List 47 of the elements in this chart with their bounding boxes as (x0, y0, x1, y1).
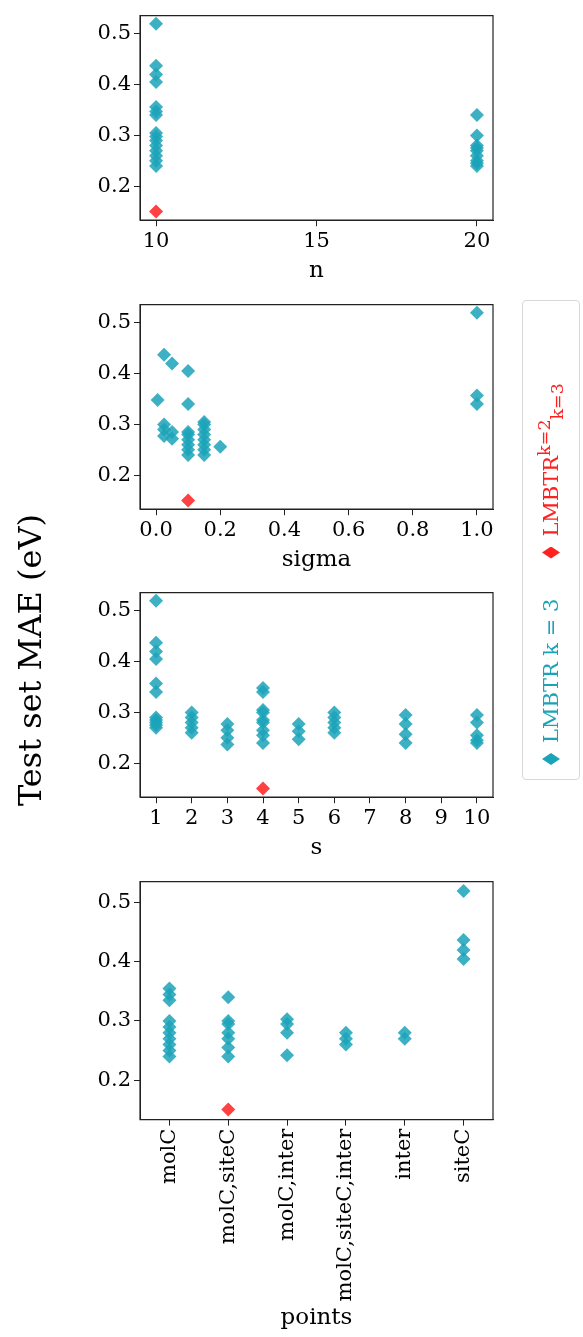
y-tick-label: 0.5 (97, 20, 131, 45)
y-tick-label: 0.2 (97, 749, 131, 774)
x-axis-title: sigma (281, 545, 352, 572)
y-tick-label: 0.2 (97, 1066, 131, 1091)
x-tick-label: 3 (220, 805, 235, 830)
y-tick-label: 0.5 (97, 597, 131, 622)
y-axis-title: Test set MAE (eV) (11, 513, 49, 807)
x-tick-label: molC,inter (273, 1127, 298, 1242)
y-tick-label: 0.4 (97, 648, 131, 673)
y-tick-label: 0.4 (97, 360, 131, 385)
x-tick-label: siteC (450, 1128, 475, 1184)
x-tick-label: 0.6 (331, 517, 366, 542)
y-tick-label: 0.5 (97, 309, 131, 334)
x-axis-title: n (309, 256, 325, 283)
text: LMBTR k = 3 (539, 598, 563, 743)
x-tick-label: 10 (142, 228, 170, 253)
y-tick-label: 0.2 (97, 461, 131, 486)
x-tick-label: 0.8 (396, 517, 430, 542)
x-tick-label: 1 (149, 805, 163, 830)
x-tick-label: molC,siteC,inter (332, 1127, 357, 1302)
x-tick-label: 2 (185, 805, 199, 830)
x-tick-label: 7 (363, 805, 377, 830)
x-axis-title: s (310, 833, 323, 860)
x-tick-label: 4 (256, 805, 270, 830)
y-tick-label: 0.2 (97, 172, 131, 197)
x-tick-label: 20 (463, 228, 491, 253)
x-tick-label: 0.0 (139, 517, 173, 542)
x-axis-title: points (280, 1303, 353, 1330)
y-tick-label: 0.3 (97, 698, 131, 723)
x-tick-label: 9 (434, 805, 448, 830)
x-tick-label: 8 (398, 805, 413, 830)
y-tick-label: 0.3 (97, 1007, 131, 1032)
y-tick-label: 0.5 (97, 889, 131, 914)
x-tick-label: molC (155, 1128, 180, 1184)
y-tick-label: 0.3 (97, 410, 131, 435)
x-tick-label: molC,siteC (214, 1128, 239, 1245)
x-tick-label: 0.4 (267, 517, 302, 542)
x-tick-label: inter (391, 1127, 416, 1180)
y-tick-label: 0.4 (97, 948, 131, 973)
x-tick-label: 5 (291, 805, 306, 830)
x-tick-label: 0.2 (203, 517, 237, 542)
x-tick-label: 1.0 (460, 517, 494, 542)
y-tick-label: 0.4 (97, 71, 131, 96)
x-tick-label: 6 (327, 805, 342, 830)
x-tick-label: 15 (303, 228, 330, 253)
x-tick-label: 10 (463, 805, 491, 830)
y-tick-label: 0.3 (97, 121, 131, 146)
